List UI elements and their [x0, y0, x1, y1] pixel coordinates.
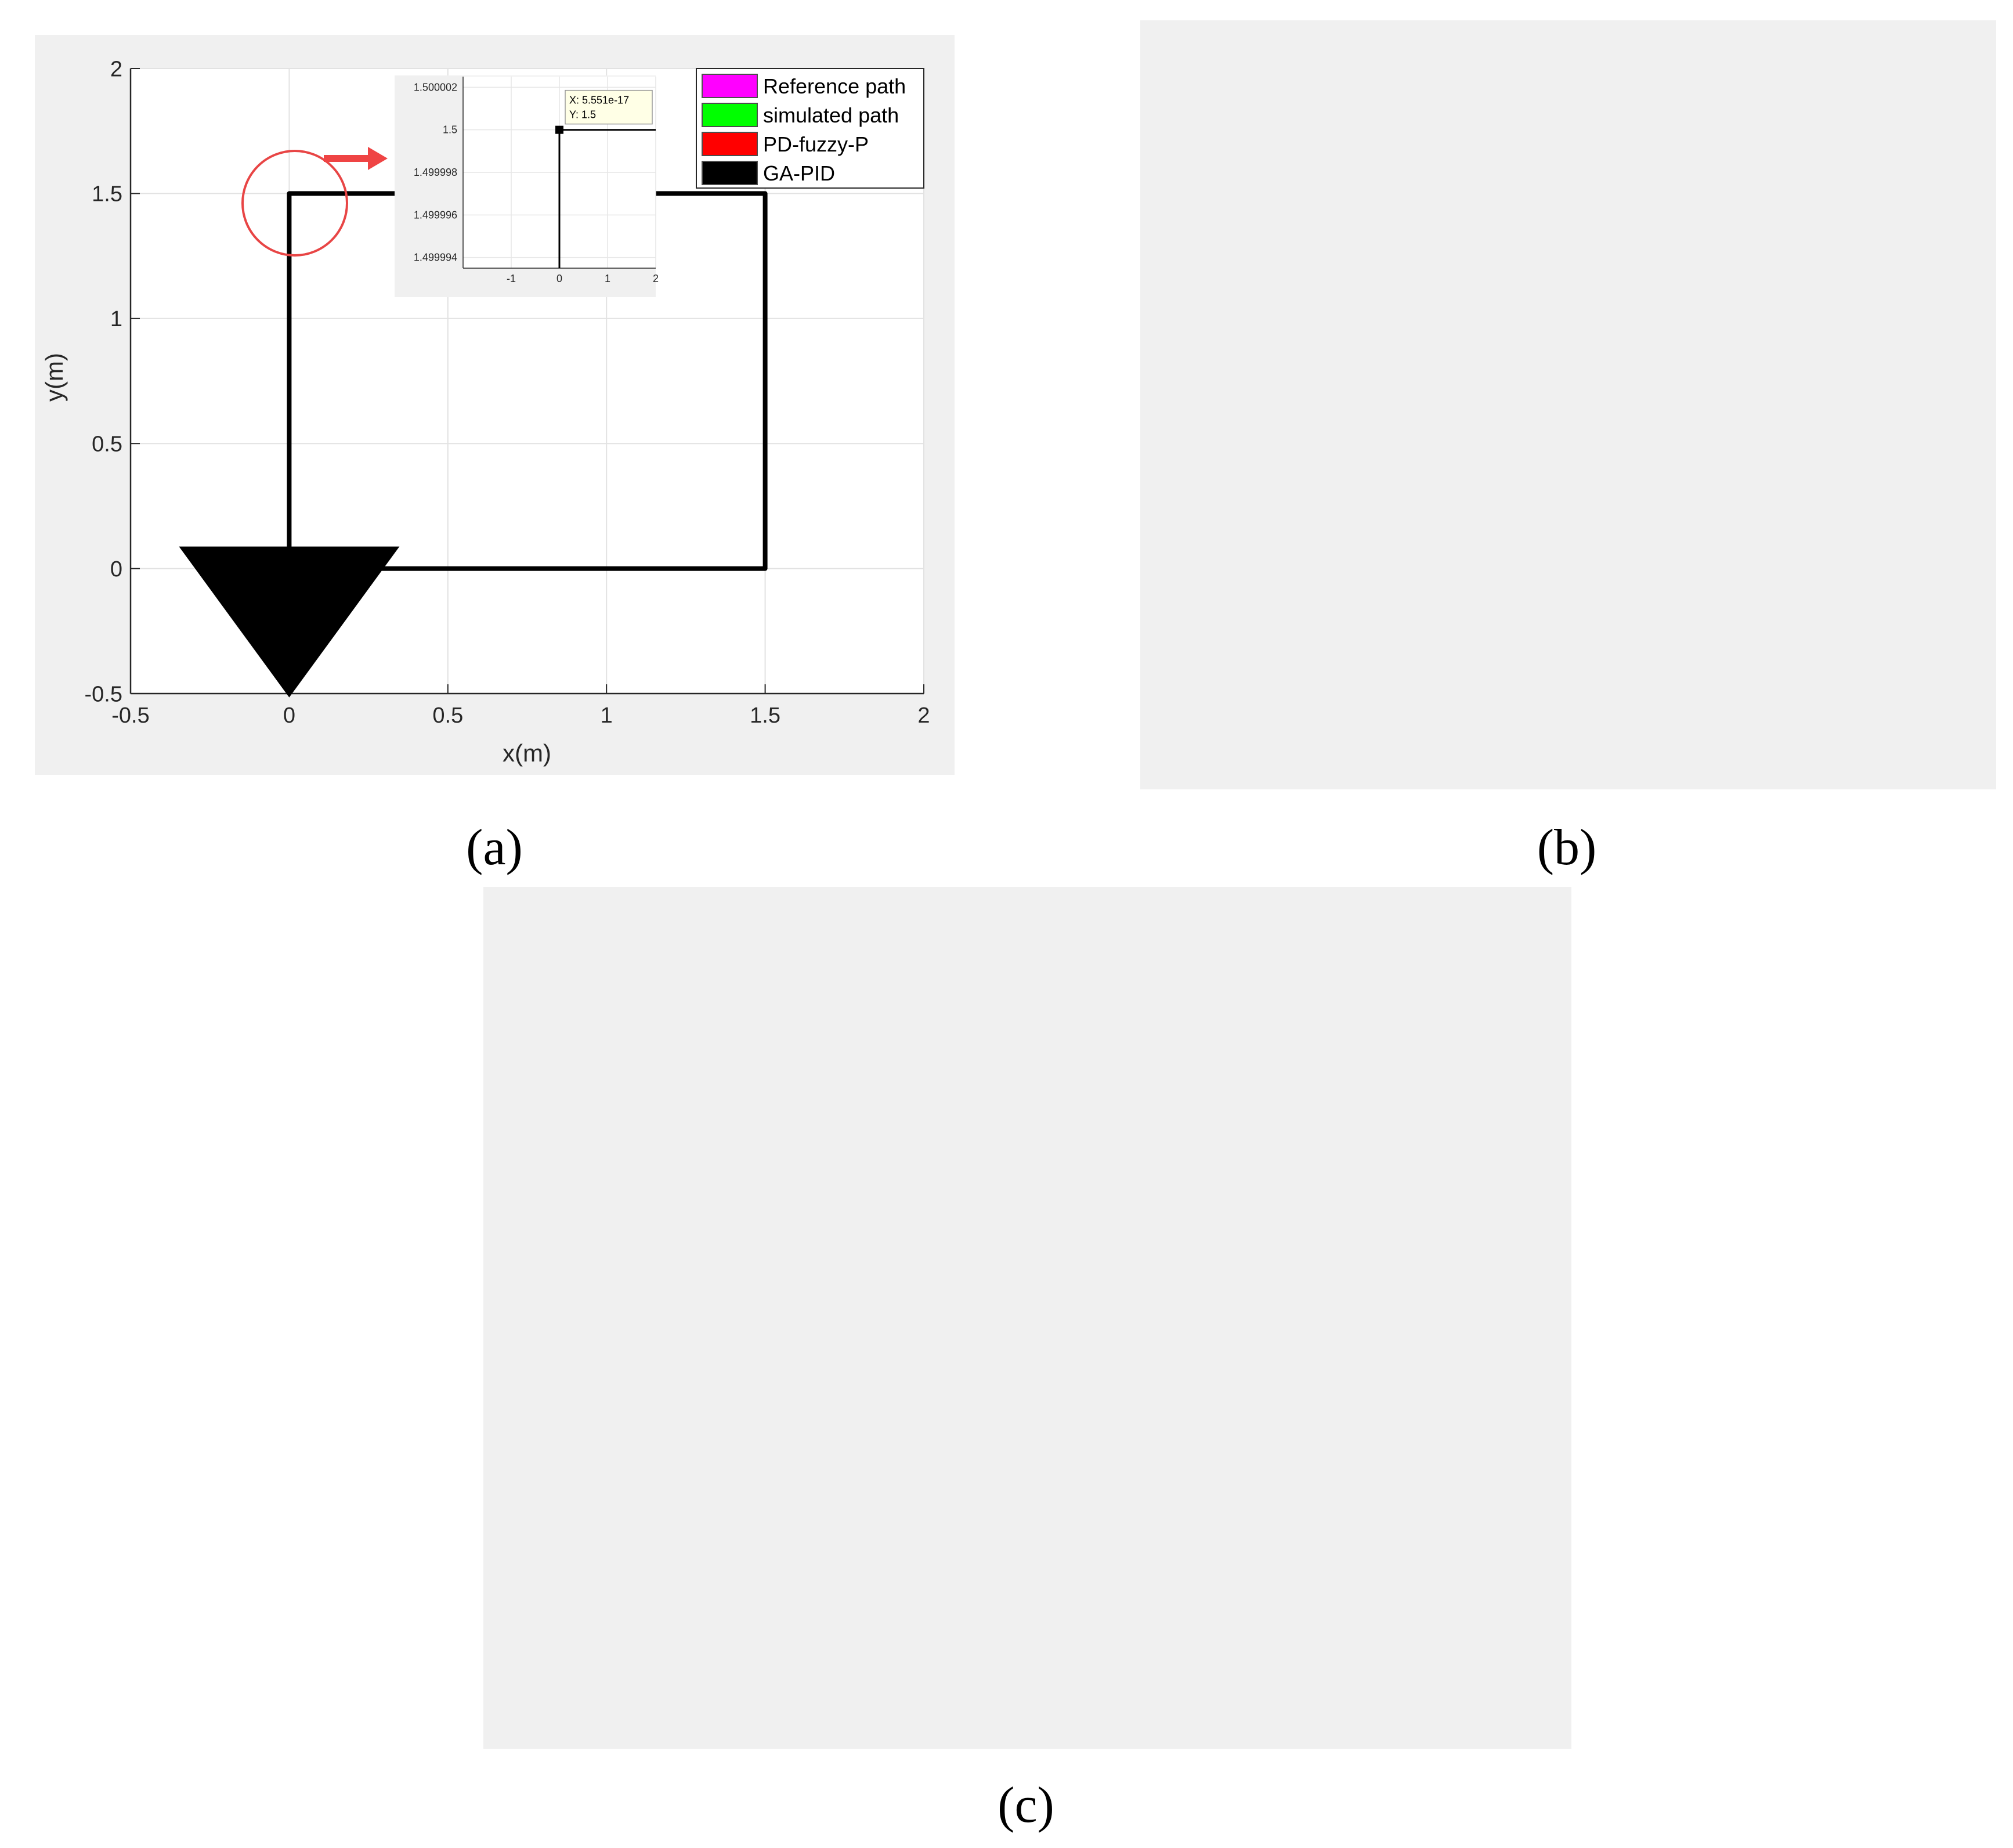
inset-y-tick-label: 1.499994 — [414, 252, 457, 264]
legend-swatch — [702, 132, 758, 156]
zoom-arrow-head-a — [368, 147, 388, 170]
figure-panel-c — [483, 887, 1571, 1749]
legend-label: Reference path — [763, 74, 906, 98]
datatip-y-label: Y: 1.5 — [569, 109, 596, 121]
x-tick-label: -0.5 — [111, 703, 149, 728]
caption-a: (a) — [466, 820, 523, 876]
inset-y-tick-label: 1.499998 — [414, 167, 457, 178]
inset-x-tick-label: 2 — [653, 273, 659, 284]
caption-c: (c) — [998, 1777, 1054, 1833]
inset-y-tick-label: 1.500002 — [414, 81, 457, 93]
legend-label: PD-fuzzy-P — [763, 132, 869, 156]
inset-y-tick-label: 1.499996 — [414, 209, 457, 221]
y-tick-label: 2 — [110, 57, 122, 81]
datatip-x-label: X: 5.551e-17 — [569, 95, 629, 106]
inset-x-tick-label: 0 — [556, 273, 562, 284]
robot-marker-a — [179, 546, 400, 698]
inset-y-tick-label: 1.5 — [443, 124, 457, 136]
y-tick-label: -0.5 — [85, 682, 122, 706]
legend-swatch — [702, 103, 758, 127]
legend-swatch — [702, 74, 758, 98]
x-tick-label: 1.5 — [750, 703, 780, 728]
x-tick-label: 0.5 — [432, 703, 463, 728]
zoom-circle-a — [241, 150, 348, 257]
y-axis-label: y(m) — [41, 353, 68, 402]
inset-x-tick-label: -1 — [507, 273, 516, 284]
legend-label: simulated path — [763, 103, 899, 127]
datatip-point — [555, 125, 563, 134]
datatip-box — [565, 89, 653, 125]
y-tick-label: 0.5 — [92, 432, 122, 457]
x-tick-label: 1 — [601, 703, 613, 728]
x-tick-label: 0 — [283, 703, 295, 728]
y-tick-label: 1.5 — [92, 182, 122, 207]
x-tick-label: 2 — [917, 703, 930, 728]
figure-panel-b — [1140, 20, 1996, 789]
caption-b: (b) — [1537, 820, 1597, 876]
legend-label: GA-PID — [763, 161, 835, 185]
trajectory-line-a — [287, 191, 768, 571]
y-tick-label: 1 — [110, 307, 122, 331]
inset-x-tick-label: 1 — [605, 273, 610, 284]
legend-swatch — [702, 161, 758, 185]
x-axis-label: x(m) — [503, 739, 551, 767]
y-tick-label: 0 — [110, 557, 122, 582]
